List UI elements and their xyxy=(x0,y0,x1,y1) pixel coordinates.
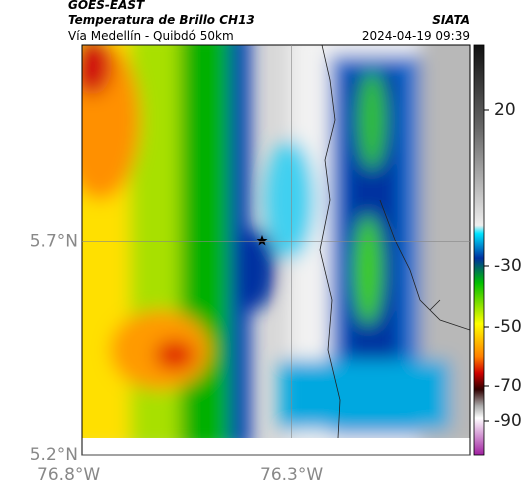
source: GOES-EAST xyxy=(68,0,145,12)
satellite-image xyxy=(82,45,470,438)
lon-tick-label: 76.3°W xyxy=(260,465,323,485)
lon-tick-label: 76.8°W xyxy=(37,465,100,485)
agency: SIATA xyxy=(432,13,470,27)
route: Vía Medellín - Quibdó 50km xyxy=(68,29,234,43)
location-marker xyxy=(256,235,268,246)
product: Temperatura de Brillo CH13 xyxy=(68,13,255,27)
colorbar-tick-label: -90 xyxy=(494,411,522,431)
colorbar-tick-label: -30 xyxy=(494,256,522,276)
colorbar-tick-label: -50 xyxy=(494,317,522,337)
colorbar-tick-label: -70 xyxy=(494,376,522,396)
lat-tick-label: 5.7°N xyxy=(30,231,78,251)
datetime: 2024-04-19 09:39 xyxy=(362,29,470,43)
colorbar xyxy=(473,44,485,456)
lat-tick-label: 5.2°N xyxy=(30,445,78,465)
colorbar-tick-label: 20 xyxy=(494,100,516,120)
